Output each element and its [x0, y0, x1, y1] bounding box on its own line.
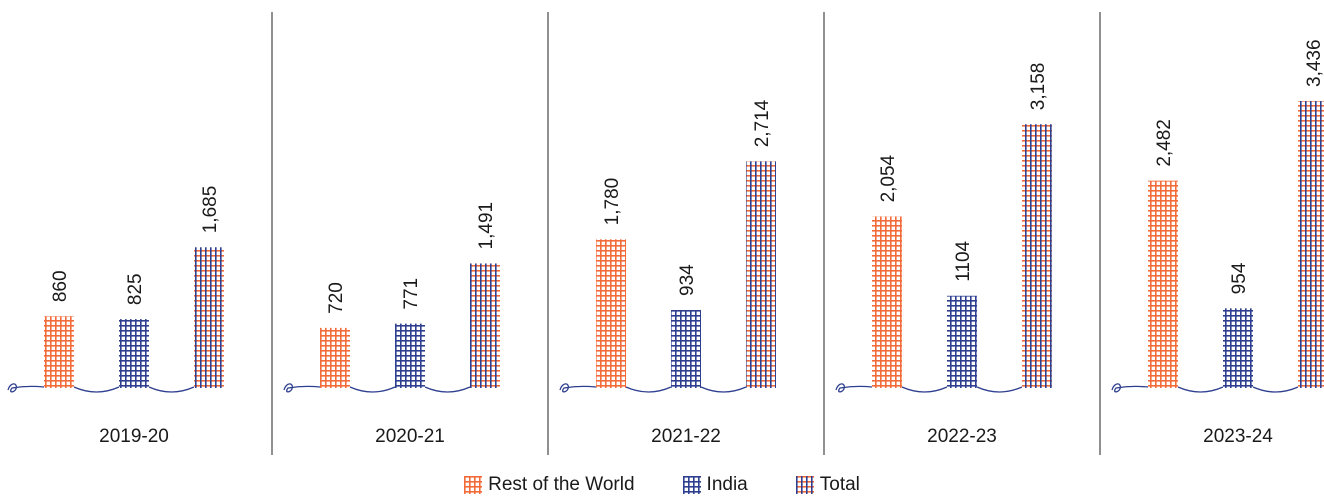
legend-label: Rest of the World	[488, 474, 635, 495]
panel-2019-20: 860 825 1,685 2019-20	[7, 186, 224, 447]
data-label: 1,685	[200, 186, 221, 234]
bar-rest-of-world-2023-24	[1148, 180, 1178, 388]
bar-india-2019-20	[119, 319, 149, 388]
data-label: 2,482	[1154, 119, 1175, 167]
bar-rest-of-world-2019-20	[44, 316, 74, 388]
data-label: 934	[677, 264, 698, 296]
bar-total-2019-20	[194, 247, 224, 388]
baseline-curl	[1111, 383, 1299, 393]
category-label: 2023-24	[1203, 426, 1273, 447]
legend-label: Total	[819, 474, 860, 495]
bar-total-2022-23	[1022, 124, 1052, 388]
baseline-curl	[835, 383, 1023, 393]
bar-rest-of-world-2022-23	[872, 216, 902, 388]
data-label: 3,436	[1304, 39, 1324, 87]
data-label: 1,491	[476, 202, 497, 250]
bar-chart: 860 825 1,685 2019-20 720 771 1,491 2020-21 1,78…	[7, 12, 1324, 455]
panel-2020-21: 720 771 1,491 2020-21	[271, 12, 500, 455]
data-label: 954	[1229, 262, 1250, 294]
bar-total-2023-24	[1298, 101, 1324, 388]
legend-item-india: India	[682, 474, 748, 496]
data-label: 3,158	[1028, 63, 1049, 111]
legend: Rest of the World India Total	[0, 474, 1324, 496]
data-label: 771	[401, 278, 422, 310]
legend-swatch-total	[795, 476, 814, 494]
data-label: 825	[125, 273, 146, 305]
baseline-curl	[283, 383, 471, 393]
data-label: 860	[50, 270, 71, 302]
bar-total-2021-22	[746, 161, 776, 388]
legend-item-rest-of-world: Rest of the World	[464, 474, 635, 496]
data-label: 1104	[953, 240, 974, 281]
panel-2023-24: 2,482 954 3,436 2023-24	[1099, 12, 1324, 455]
bar-rest-of-world-2021-22	[596, 239, 626, 388]
data-label: 1,780	[602, 178, 623, 226]
category-label: 2022-23	[927, 426, 997, 447]
category-label: 2019-20	[99, 426, 169, 447]
bar-total-2020-21	[470, 263, 500, 388]
legend-item-total: Total	[795, 474, 860, 496]
data-label: 2,714	[752, 99, 773, 147]
data-label: 2,054	[878, 154, 899, 202]
bar-india-2021-22	[671, 309, 701, 388]
baseline-curl	[7, 383, 195, 393]
data-label: 720	[326, 282, 347, 314]
legend-swatch-india	[682, 476, 701, 494]
panel-2021-22: 1,780 934 2,714 2021-22	[547, 12, 776, 455]
category-label: 2020-21	[375, 426, 445, 447]
bar-india-2023-24	[1223, 308, 1253, 388]
legend-label: India	[706, 474, 748, 495]
bar-india-2020-21	[395, 323, 425, 388]
bar-rest-of-world-2020-21	[320, 327, 350, 388]
legend-swatch-rest-of-world	[464, 476, 483, 494]
baseline-curl	[559, 383, 747, 393]
category-label: 2021-22	[651, 426, 721, 447]
bar-india-2022-23	[947, 295, 977, 388]
panel-2022-23: 2,054 1104 3,158 2022-23	[823, 12, 1052, 455]
